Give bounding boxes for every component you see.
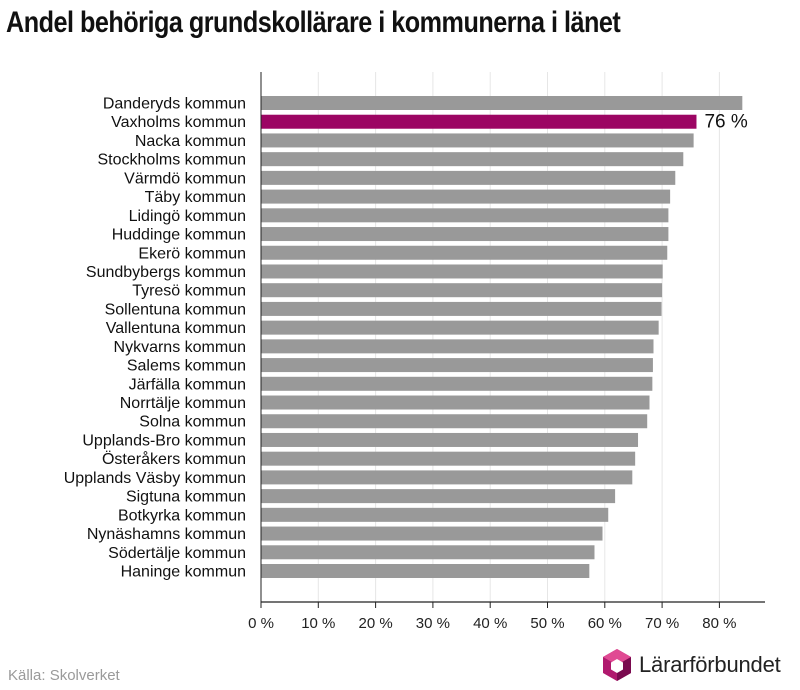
- category-label: Tyresö kommun: [132, 283, 246, 300]
- x-tick-label: 30 %: [416, 615, 450, 632]
- brand-name: Lärarförbundet: [639, 652, 781, 677]
- category-label: Solna kommun: [139, 414, 246, 431]
- bar: [261, 133, 694, 148]
- x-tick-label: 60 %: [588, 615, 622, 632]
- category-label: Botkyrka kommun: [118, 507, 246, 524]
- category-label: Värmdö kommun: [124, 170, 246, 187]
- bar: [261, 507, 609, 522]
- category-label: Huddinge kommun: [112, 227, 246, 244]
- source-note: Källa: Skolverket: [8, 667, 120, 684]
- x-axis: 0 % 10 % 20 % 30 % 40 % 50 % 60 % 70 % 80 %: [248, 72, 765, 632]
- x-tick-label: 70 %: [645, 615, 679, 632]
- category-label: Nynäshamns kommun: [87, 526, 246, 543]
- category-label: Täby kommun: [145, 189, 246, 206]
- bar: [261, 526, 603, 541]
- bar: [261, 320, 659, 335]
- data-label: 76 %: [704, 112, 747, 133]
- bar: [261, 189, 671, 204]
- category-label: Södertälje kommun: [108, 545, 246, 562]
- category-label: Upplands-Bro kommun: [82, 432, 246, 449]
- category-label: Sundbybergs kommun: [86, 264, 246, 281]
- chart-title: Andel behöriga grundskollärare i kommune…: [6, 6, 621, 39]
- category-label: Järfälla kommun: [129, 376, 246, 393]
- category-label: Vallentuna kommun: [106, 320, 246, 337]
- bar: [261, 376, 653, 391]
- bar: [261, 414, 648, 429]
- bar: [261, 245, 668, 260]
- x-tick-label: 80 %: [702, 615, 736, 632]
- bar: [261, 170, 676, 185]
- bar: [261, 152, 684, 167]
- brand-logo: Lärarförbundet: [601, 648, 781, 682]
- category-label: Salems kommun: [127, 358, 246, 375]
- x-tick-label: 10 %: [301, 615, 335, 632]
- category-label: Haninge kommun: [121, 564, 246, 581]
- gridlines: [317, 72, 720, 602]
- x-tick-label: 0 %: [248, 615, 274, 632]
- category-label: Sigtuna kommun: [126, 489, 246, 506]
- bar: [261, 432, 639, 447]
- x-tick-label: 40 %: [473, 615, 507, 632]
- category-label: Norrtälje kommun: [120, 395, 246, 412]
- bars: [261, 96, 743, 578]
- category-label: Vaxholms kommun: [111, 114, 246, 131]
- category-label: Nacka kommun: [135, 133, 246, 150]
- bar: [261, 470, 633, 485]
- bar: [261, 451, 636, 466]
- category-label: Sollentuna kommun: [105, 301, 246, 318]
- bar: [261, 358, 653, 373]
- category-label: Österåkers kommun: [102, 450, 246, 468]
- category-label: Ekerö kommun: [138, 245, 246, 262]
- bar-highlighted: [261, 114, 697, 129]
- bar: [261, 339, 654, 354]
- bar: [261, 489, 616, 504]
- bar: [261, 545, 595, 560]
- category-label: Nykvarns kommun: [114, 339, 246, 356]
- category-label: Stockholms kommun: [98, 152, 247, 169]
- bar: [261, 96, 743, 110]
- category-label: Upplands Väsby kommun: [64, 470, 246, 487]
- bar: [261, 301, 662, 316]
- x-tick-label: 20 %: [358, 615, 392, 632]
- category-label: Danderyds kommun: [103, 96, 246, 113]
- bar: [261, 208, 669, 223]
- bar: [261, 264, 663, 279]
- category-label: Lidingö kommun: [129, 208, 246, 225]
- x-tick-label: 50 %: [530, 615, 564, 632]
- bar: [261, 395, 650, 410]
- bar: [261, 227, 669, 242]
- bar: [261, 283, 663, 298]
- brand-hexagon-icon: [603, 649, 631, 681]
- bar: [261, 564, 590, 578]
